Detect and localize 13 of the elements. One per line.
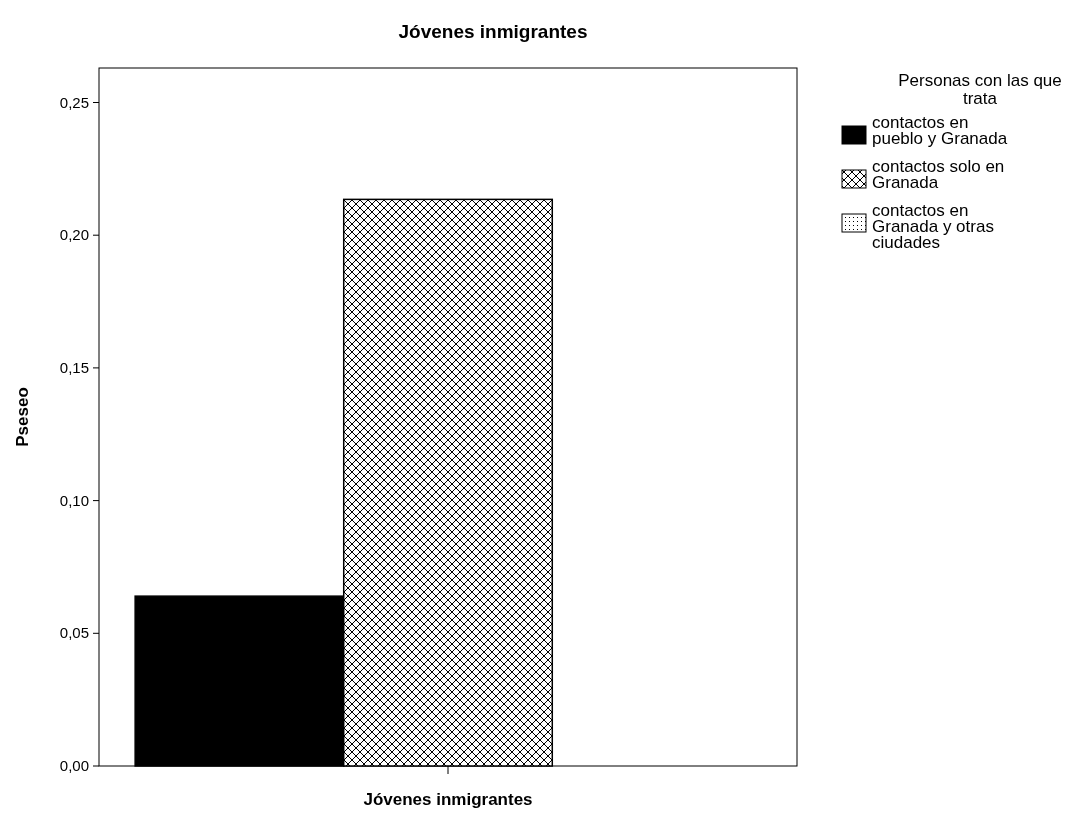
chart-title: Jóvenes inmigrantes	[398, 21, 588, 42]
y-tick-label: 0,15	[59, 358, 89, 376]
y-tick-label: 0,10	[59, 491, 89, 509]
legend-label: contactos en pueblo y Granada	[872, 113, 1008, 148]
legend-label: contactos solo en Granada	[872, 157, 1005, 192]
y-tick-label: 0,00	[59, 757, 89, 774]
y-tick-label: 0,20	[59, 226, 89, 244]
legend-title: Personas con las que trata	[898, 71, 1062, 108]
y-axis-title: Pseseo	[13, 387, 32, 447]
y-tick-label: 0,25	[59, 93, 89, 111]
x-axis-title: Jóvenes inmigrantes	[363, 790, 533, 809]
y-tick-label: 0,05	[59, 624, 89, 642]
legend-label: contactos en Granada y otras ciudades	[872, 201, 994, 252]
